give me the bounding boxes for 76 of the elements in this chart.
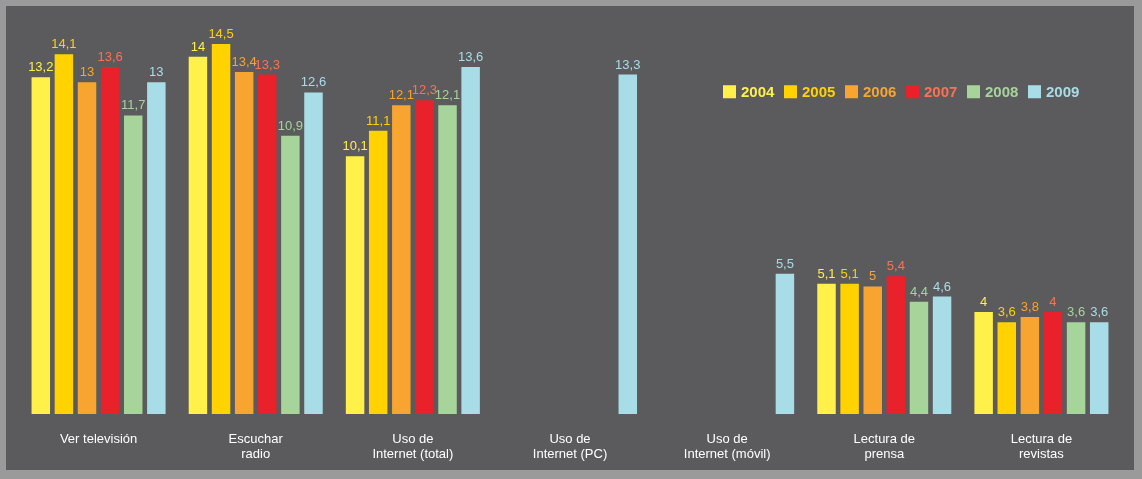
bar <box>1043 311 1063 414</box>
x-tick-label: Uso de Internet (PC) <box>532 430 608 461</box>
bar <box>1020 317 1040 414</box>
bar <box>234 72 254 414</box>
data-label: 13,6 <box>97 48 123 64</box>
data-label: 14,5 <box>208 26 234 41</box>
bar <box>932 296 952 414</box>
data-label: 11,1 <box>366 112 391 128</box>
data-label: 5,4 <box>886 258 905 274</box>
bar <box>886 276 906 414</box>
x-tick-label: Lectura de prensa <box>853 430 915 461</box>
data-label: 4,6 <box>933 278 952 294</box>
bar <box>863 286 882 414</box>
data-label: 11,7 <box>121 97 146 113</box>
data-label: 13,3 <box>254 56 280 72</box>
data-label: 3,6 <box>1067 304 1086 320</box>
data-label: 4 <box>980 293 988 309</box>
bar <box>258 74 277 414</box>
legend-label: 2009 <box>1046 82 1080 100</box>
bar <box>618 74 638 414</box>
bar <box>1089 322 1109 414</box>
bar <box>817 283 836 414</box>
data-label: 13,6 <box>457 48 484 64</box>
x-tick-label: Uso de Internet (total) <box>372 430 454 461</box>
data-label: 4,4 <box>909 283 928 299</box>
data-label: 12,6 <box>300 74 327 90</box>
legend-label: 2006 <box>863 82 897 100</box>
bar <box>54 54 74 414</box>
bar <box>840 283 859 414</box>
data-label: 13 <box>149 64 164 80</box>
bar <box>997 322 1017 414</box>
bar <box>77 82 97 414</box>
data-label: 10,1 <box>342 138 368 154</box>
x-tick-label: Ver televisión <box>59 430 138 446</box>
legend-label: 2008 <box>985 82 1019 100</box>
bar <box>438 105 457 414</box>
data-label: 10,9 <box>277 117 304 133</box>
data-label: 13 <box>79 64 95 80</box>
bar <box>392 105 411 414</box>
bar <box>211 44 231 414</box>
data-label: 5,1 <box>840 265 859 281</box>
legend-label: 2005 <box>802 82 836 100</box>
legend-label: 2007 <box>924 82 958 100</box>
bar <box>31 77 51 414</box>
bar <box>415 100 434 414</box>
data-label: 14 <box>190 38 206 54</box>
bar <box>304 92 323 414</box>
x-tick-label: Uso de Internet (móvil) <box>683 430 771 461</box>
bar <box>188 56 208 414</box>
legend-label: 2004 <box>741 82 776 100</box>
data-label: 13,2 <box>28 59 54 75</box>
data-label: 3,6 <box>997 304 1016 320</box>
bar <box>368 130 388 414</box>
data-label: 13,3 <box>615 56 641 72</box>
bar <box>1066 322 1086 414</box>
data-label: 12,3 <box>411 82 438 98</box>
data-label: 14,1 <box>51 36 77 52</box>
data-label: 5,5 <box>775 255 794 271</box>
bar <box>461 66 480 414</box>
data-label: 5 <box>869 268 877 284</box>
bar <box>281 135 300 414</box>
data-label: 3,6 <box>1090 304 1109 320</box>
bar <box>100 66 120 414</box>
data-label: 3,8 <box>1020 299 1039 315</box>
bar <box>123 115 143 414</box>
bar <box>147 82 166 414</box>
data-label: 5,1 <box>817 265 836 281</box>
data-label: 13,4 <box>231 54 257 70</box>
bar <box>974 311 993 414</box>
data-label: 4 <box>1049 293 1057 309</box>
bar <box>909 301 929 414</box>
x-tick-label: Lectura de revistas <box>1010 430 1073 461</box>
data-label: 12,1 <box>388 87 414 103</box>
x-tick-label: Escuchar radio <box>228 430 284 461</box>
bar <box>775 273 795 414</box>
bar <box>345 156 365 414</box>
